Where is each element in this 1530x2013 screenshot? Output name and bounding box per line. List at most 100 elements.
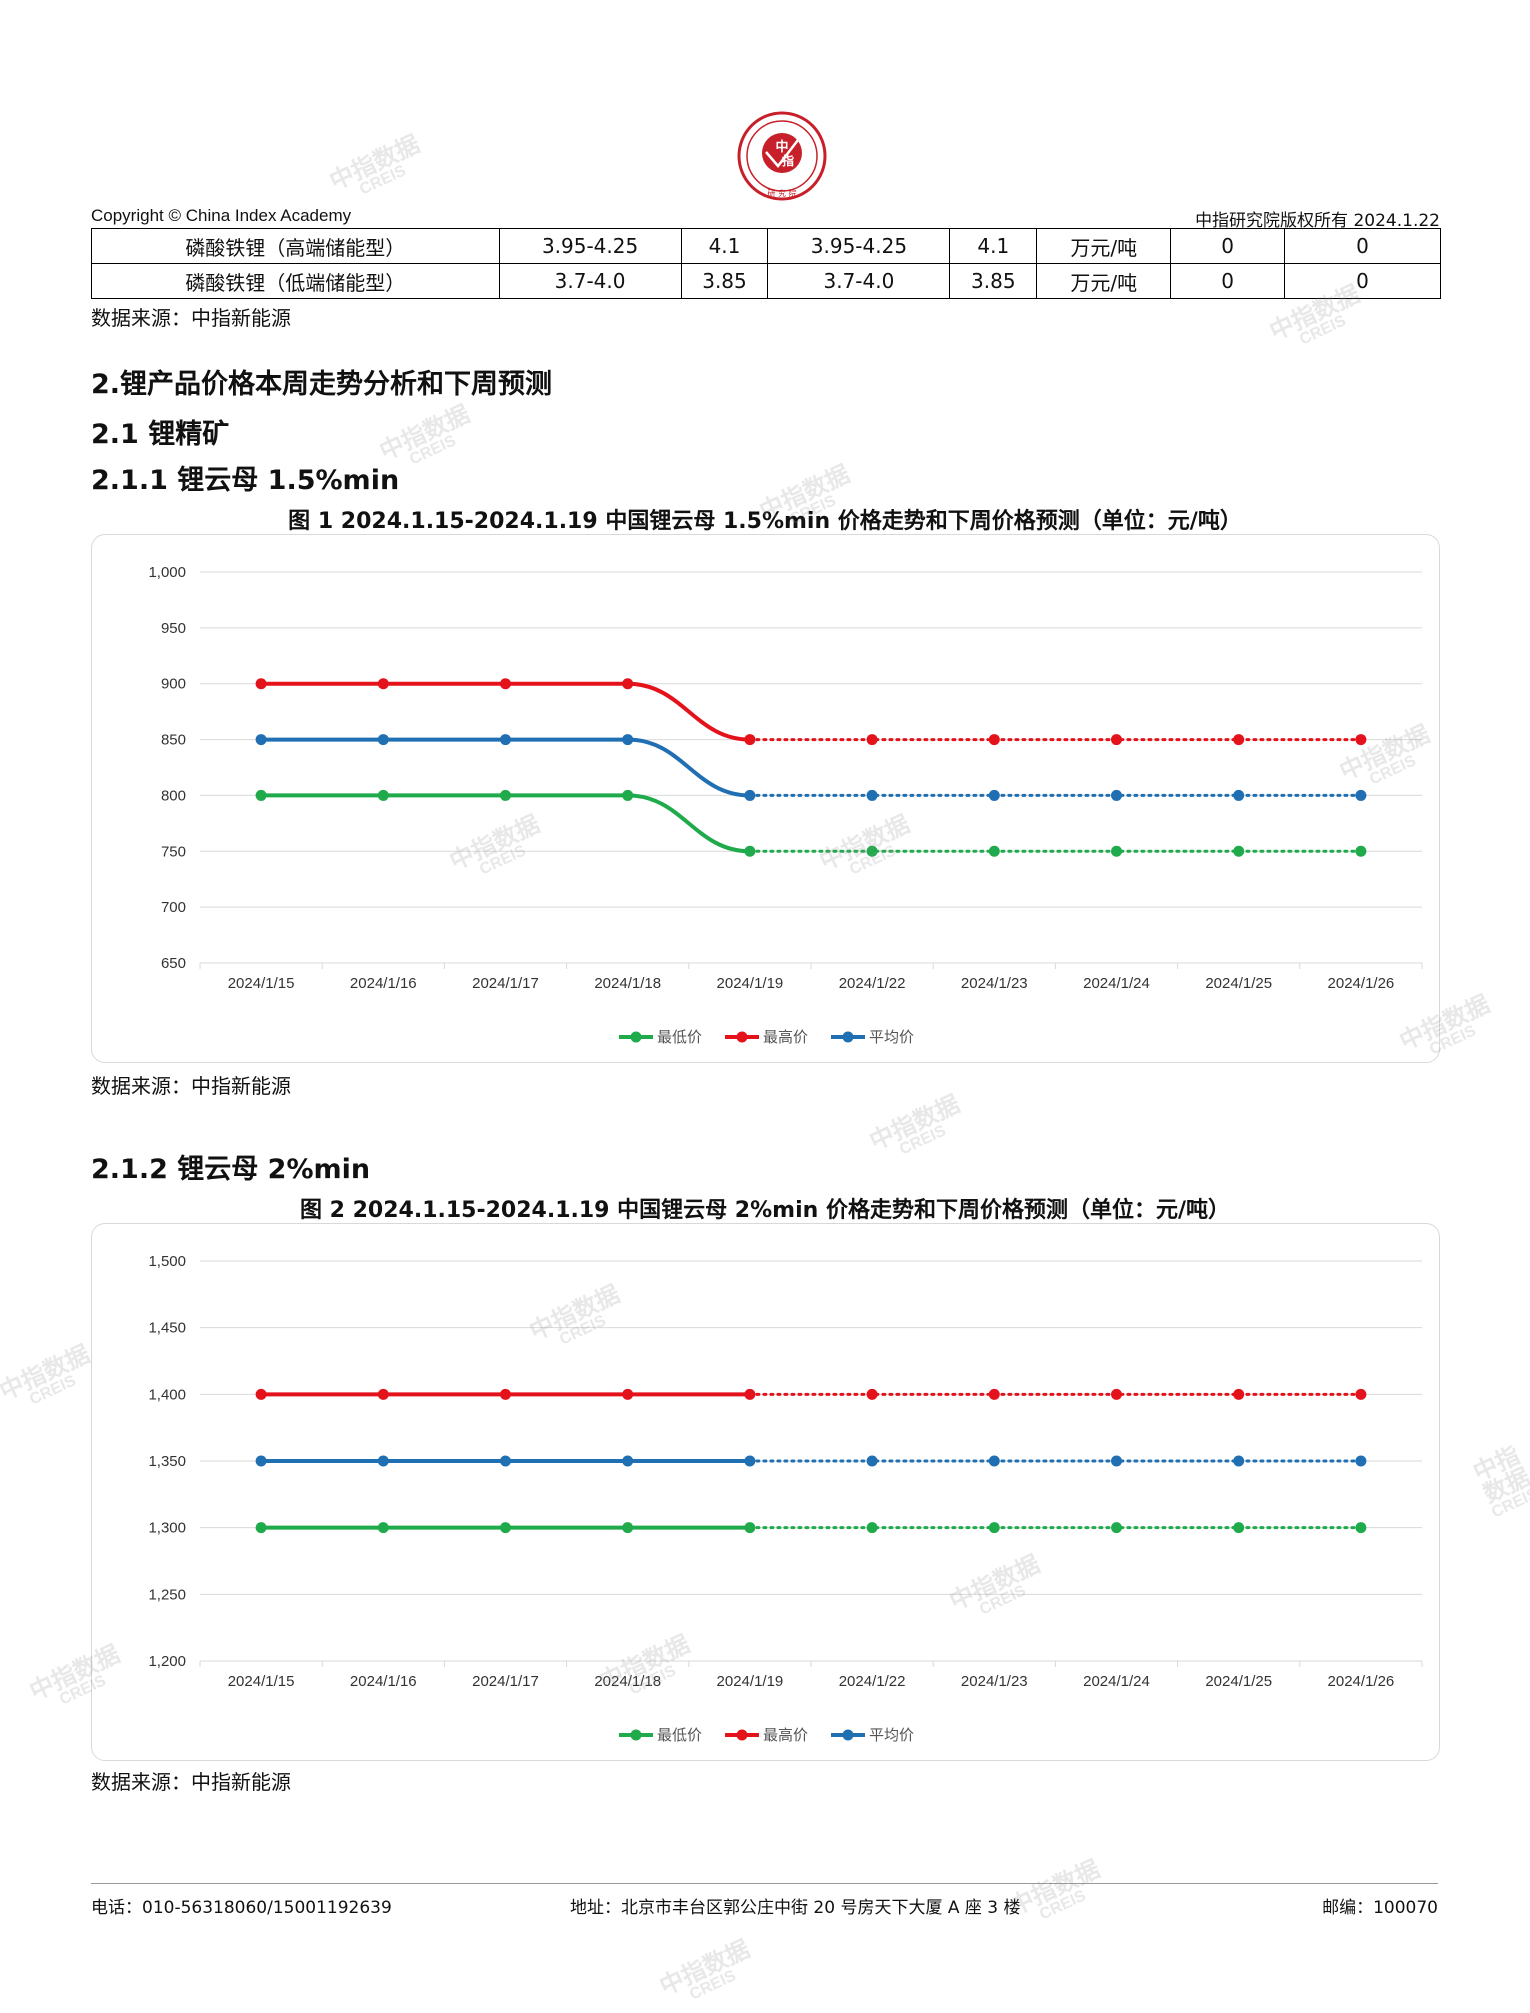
data-point (377, 1388, 389, 1400)
data-point (377, 1455, 389, 1467)
header-rights-date: 中指研究院版权所有 2024.1.22 (1195, 211, 1440, 231)
table-cell: 万元/吨 (1036, 228, 1172, 264)
data-point (255, 1388, 267, 1400)
logo: 中 指 研 究 院 (736, 110, 828, 202)
legend-marker (842, 1031, 854, 1043)
data-point (744, 734, 756, 746)
data-point (500, 678, 511, 690)
footer-address: 地址：北京市丰台区郭公庄中街 20 号房天下大厦 A 座 3 楼 (570, 1898, 1021, 1918)
data-point (1111, 1522, 1122, 1534)
x-tick-label: 2024/1/22 (839, 1673, 906, 1690)
legend-marker (842, 1729, 854, 1741)
data-point (377, 789, 389, 801)
data-point (255, 1455, 267, 1467)
data-point (866, 845, 878, 857)
y-tick-label: 1,250 (148, 1586, 186, 1603)
data-point (1233, 734, 1245, 746)
x-tick-label: 2024/1/25 (1205, 1673, 1272, 1690)
x-tick-label: 2024/1/17 (472, 975, 539, 992)
data-point (622, 1522, 634, 1534)
data-point (1111, 1455, 1122, 1467)
data-point (866, 789, 878, 801)
data-point (744, 1388, 756, 1400)
y-tick-label: 800 (161, 787, 186, 804)
subsubsection-heading-1: 2.1.1 锂云母 1.5%min (91, 465, 400, 496)
data-point (1233, 845, 1245, 857)
legend-label: 平均价 (869, 1028, 914, 1046)
data-point (1355, 1522, 1367, 1534)
data-point (1355, 1388, 1367, 1400)
data-point (622, 789, 634, 801)
subsubsection-heading-2: 2.1.2 锂云母 2%min (91, 1154, 371, 1185)
x-tick-label: 2024/1/18 (594, 975, 661, 992)
x-tick-label: 2024/1/17 (472, 1673, 539, 1690)
data-point (744, 845, 756, 857)
price-table: 磷酸铁锂（高端储能型） 3.95-4.25 4.1 3.95-4.25 4.1 万元/吨 0… (91, 228, 1441, 299)
footer-divider (91, 1883, 1438, 1884)
chart-1-panel: 650 700 750 800 850 900 950 1,000 2024/1/15 2024/… (91, 534, 1440, 1063)
data-point (744, 1455, 756, 1467)
table-cell: 4.1 (949, 228, 1038, 264)
data-point (866, 1455, 878, 1467)
data-point (866, 1522, 878, 1534)
data-point (1111, 1388, 1122, 1400)
watermark: 中指数据 CREIS (865, 1089, 965, 1159)
data-point (988, 1388, 1000, 1400)
y-tick-label: 950 (161, 620, 186, 637)
svg-text:中: 中 (775, 139, 788, 155)
data-point (1111, 734, 1122, 746)
data-point (255, 1522, 267, 1534)
data-point (622, 1455, 634, 1467)
figure-2-title: 图 2 2024.1.15-2024.1.19 中国锂云母 2%min 价格走势… (300, 1198, 1230, 1223)
data-point (1355, 734, 1367, 746)
y-tick-label: 700 (161, 899, 186, 916)
x-tick-label: 2024/1/15 (228, 1673, 295, 1690)
data-point (1233, 789, 1245, 801)
legend-label: 最高价 (763, 1028, 808, 1046)
watermark: 中指数据 CREIS (1468, 1441, 1530, 1522)
table-cell: 3.85 (949, 263, 1038, 299)
series-line-最低价 (261, 793, 750, 854)
table-cell: 磷酸铁锂（高端储能型） (91, 228, 500, 264)
data-point (988, 845, 1000, 857)
y-tick-label: 650 (161, 955, 186, 972)
x-tick-label: 2024/1/26 (1328, 1673, 1395, 1690)
y-tick-label: 1,300 (148, 1520, 186, 1537)
x-tick-label: 2024/1/15 (228, 975, 295, 992)
y-tick-label: 900 (161, 676, 186, 693)
x-tick-label: 2024/1/19 (717, 1673, 784, 1690)
subsection-heading: 2.1 锂精矿 (91, 419, 230, 450)
figure-1-title: 图 1 2024.1.15-2024.1.19 中国锂云母 1.5%min 价格… (288, 509, 1242, 534)
data-source-note: 数据来源：中指新能源 (91, 306, 291, 330)
data-point (1355, 845, 1367, 857)
table-cell: 磷酸铁锂（低端储能型） (91, 263, 500, 299)
table-cell: 0 (1284, 228, 1441, 264)
footer-phone: 电话：010-56318060/15001192639 (91, 1898, 392, 1918)
x-tick-label: 2024/1/23 (961, 1673, 1028, 1690)
chart-2: 1,200 1,250 1,300 1,350 1,400 1,450 1,500 2024/… (148, 1253, 1423, 1744)
data-point (500, 1455, 511, 1467)
footer-zip: 邮编：100070 (1322, 1898, 1438, 1918)
table-cell: 3.95-4.25 (498, 228, 682, 264)
svg-text:研 究 院: 研 究 院 (767, 188, 796, 198)
data-point (622, 678, 634, 690)
data-point (988, 1455, 1000, 1467)
x-tick-label: 2024/1/24 (1083, 975, 1150, 992)
data-point (255, 734, 267, 746)
table-cell: 3.95-4.25 (767, 228, 951, 264)
y-tick-label: 1,500 (148, 1253, 186, 1270)
legend-label: 最低价 (657, 1028, 702, 1046)
data-point (866, 1388, 878, 1400)
chart-2-panel: 1,200 1,250 1,300 1,350 1,400 1,450 1,500 2024/… (91, 1223, 1440, 1761)
legend-marker (630, 1729, 642, 1741)
data-point (1355, 1455, 1367, 1467)
y-tick-label: 1,200 (148, 1653, 186, 1670)
legend-label: 最高价 (763, 1726, 808, 1744)
legend-marker (736, 1031, 748, 1043)
data-point (255, 678, 267, 690)
data-point (622, 734, 634, 746)
chart-1: 650 700 750 800 850 900 950 1,000 2024/1/15 2024/… (148, 564, 1423, 1046)
data-point (377, 1522, 389, 1534)
data-point (500, 789, 511, 801)
copyright-text: Copyright © China Index Academy (91, 206, 352, 225)
